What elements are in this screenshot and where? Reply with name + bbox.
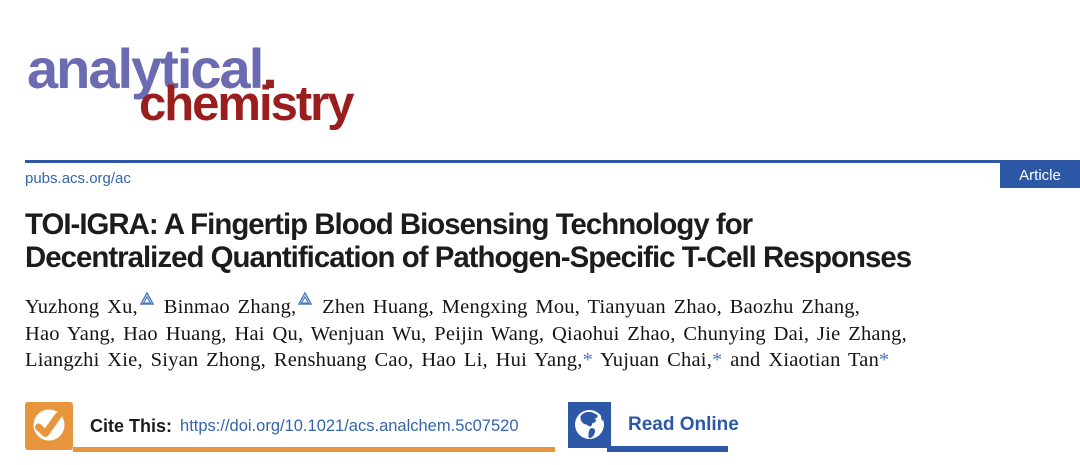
read-online-button[interactable]: Read Online — [568, 402, 739, 448]
corresponding-author-star: * — [879, 349, 890, 371]
read-online-label: Read Online — [628, 414, 739, 435]
cite-underline-bar — [73, 447, 555, 452]
article-title-line2: Decentralized Quantification of Pathogen… — [25, 241, 912, 274]
author-names: and Xiaotian Tan — [722, 349, 880, 371]
author-names: Hao Yang, Hao Huang, Hai Qu, Wenjuan Wu,… — [25, 322, 907, 345]
author-names: Yuzhong Xu, — [25, 296, 138, 318]
article-title-line1: TOI-IGRA: A Fingertip Blood Biosensing T… — [25, 208, 753, 241]
check-circle-icon — [25, 402, 73, 450]
corresponding-author-star: * — [582, 349, 594, 371]
equal-contribution-icon — [139, 292, 154, 321]
author-names: Zhen Huang, Mengxing Mou, Tianyuan Zhao,… — [314, 296, 861, 318]
author-line: Hao Yang, Hao Huang, Hai Qu, Wenjuan Wu,… — [25, 321, 907, 348]
author-line: Liangzhi Xie, Siyan Zhong, Renshuang Cao… — [25, 347, 907, 374]
masthead-rule — [25, 160, 1080, 163]
journal-logo: analytical. chemistry — [27, 36, 355, 131]
journal-name-analytical: analytical — [27, 37, 264, 100]
article-title: TOI-IGRA: A Fingertip Blood Biosensing T… — [25, 208, 912, 274]
author-names: Binmao Zhang, — [155, 296, 297, 318]
author-line: Yuzhong Xu, Binmao Zhang, Zhen Huang, Me… — [25, 292, 907, 321]
read-online-underline-bar — [607, 446, 728, 452]
globe-icon — [568, 402, 611, 448]
pubs-acs-link[interactable]: pubs.acs.org/ac — [25, 170, 131, 187]
journal-logo-dot: . — [262, 37, 278, 100]
article-type-badge: Article — [1000, 163, 1080, 188]
author-names: Yujuan Chai, — [593, 349, 713, 371]
cite-this-label: Cite This: — [90, 415, 173, 436]
cite-this-bar: Cite This: https://doi.org/10.1021/acs.a… — [25, 402, 519, 450]
author-list: Yuzhong Xu, Binmao Zhang, Zhen Huang, Me… — [25, 292, 907, 374]
journal-logo-line1: analytical. — [27, 36, 353, 101]
equal-contribution-icon — [298, 292, 313, 321]
author-names: Liangzhi Xie, Siyan Zhong, Renshuang Cao… — [25, 349, 583, 371]
corresponding-author-star: * — [712, 349, 723, 371]
doi-link[interactable]: https://doi.org/10.1021/acs.analchem.5c0… — [180, 416, 519, 435]
journal-name-chemistry: chemistry — [139, 77, 355, 131]
